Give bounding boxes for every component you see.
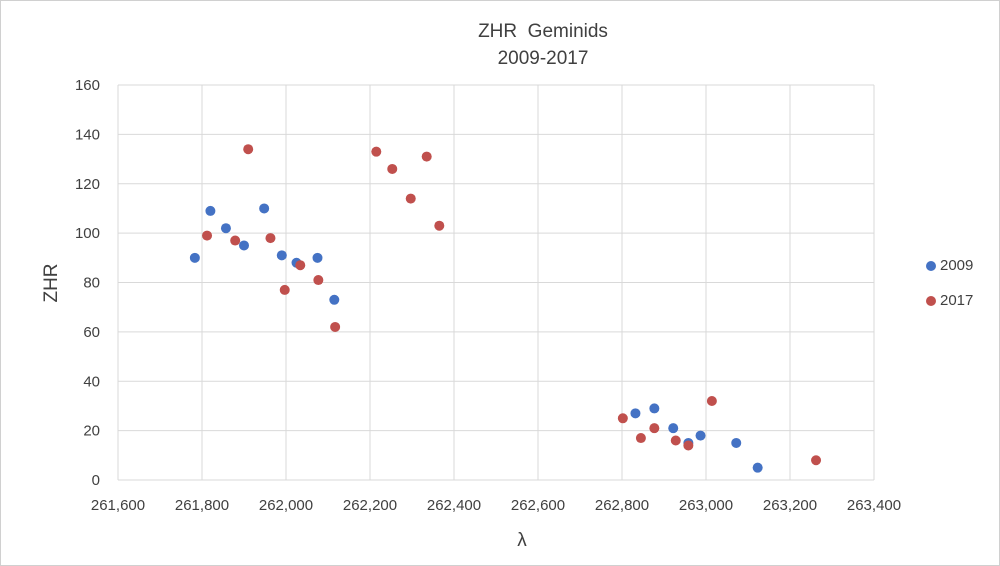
data-point-2017 xyxy=(635,433,646,444)
x-tick-label: 262,000 xyxy=(259,497,313,514)
data-point-2017 xyxy=(670,435,681,446)
chart-title-line-1: ZHR Geminids xyxy=(478,21,608,42)
data-point-2017 xyxy=(649,423,660,434)
x-tick-label: 262,200 xyxy=(343,497,397,514)
y-tick-labels: 0 20 40 60 80 100 120 140 160 xyxy=(75,77,100,489)
x-axis-label: λ xyxy=(517,530,527,551)
data-points xyxy=(189,144,822,473)
data-point-2009 xyxy=(649,403,660,414)
y-axis-label: ZHR xyxy=(41,263,62,302)
data-point-2009 xyxy=(668,423,679,434)
data-point-2017 xyxy=(295,260,306,271)
data-point-2009 xyxy=(695,430,706,441)
y-tick-label: 80 xyxy=(83,275,100,292)
x-tick-label: 263,000 xyxy=(679,497,733,514)
x-tick-label: 261,800 xyxy=(175,497,229,514)
data-point-2009 xyxy=(630,408,641,419)
data-point-2017 xyxy=(279,284,290,295)
legend: 2009 2017 xyxy=(926,257,973,309)
y-tick-label: 60 xyxy=(83,324,100,341)
data-point-2017 xyxy=(706,396,717,406)
data-point-2009 xyxy=(312,252,323,263)
data-point-2009 xyxy=(189,252,200,263)
data-point-2017 xyxy=(421,151,432,162)
data-point-2017 xyxy=(243,144,254,155)
data-point-2009 xyxy=(239,240,249,251)
x-tick-label: 263,200 xyxy=(763,497,817,514)
x-tick-label: 261,600 xyxy=(91,497,145,514)
gridlines xyxy=(117,84,875,481)
data-point-2009 xyxy=(731,437,742,448)
y-tick-label: 20 xyxy=(83,423,100,440)
data-point-2017 xyxy=(265,233,276,244)
chart-title-line-2: 2009-2017 xyxy=(498,48,589,69)
y-tick-label: 100 xyxy=(75,225,100,242)
x-tick-labels: 261,600 261,800 262,000 262,200 262,400 262,6… xyxy=(91,497,901,514)
y-tick-label: 140 xyxy=(75,126,100,143)
legend-label-2017: 2017 xyxy=(940,292,973,309)
data-point-2017 xyxy=(230,235,241,246)
y-tick-label: 40 xyxy=(83,373,100,390)
data-point-2009 xyxy=(205,205,216,216)
x-tick-label: 262,600 xyxy=(511,497,565,514)
x-tick-label: 262,800 xyxy=(595,497,649,514)
data-point-2009 xyxy=(259,203,270,214)
data-point-2017 xyxy=(330,321,341,332)
y-tick-label: 0 xyxy=(92,472,100,489)
data-point-2017 xyxy=(202,230,213,241)
data-point-2017 xyxy=(313,275,324,286)
data-point-2009 xyxy=(220,223,231,234)
data-point-2009 xyxy=(329,294,340,305)
legend-marker-2017 xyxy=(926,296,936,306)
x-tick-label: 262,400 xyxy=(427,497,481,514)
data-point-2017 xyxy=(387,163,398,174)
data-point-2017 xyxy=(434,220,445,231)
y-tick-label: 160 xyxy=(75,77,100,94)
legend-label-2009: 2009 xyxy=(940,257,973,274)
y-tick-label: 120 xyxy=(75,176,100,193)
data-point-2017 xyxy=(811,455,822,466)
data-point-2009 xyxy=(752,462,763,473)
data-point-2017 xyxy=(617,413,628,424)
x-tick-label: 263,400 xyxy=(847,497,901,514)
legend-marker-2009 xyxy=(926,261,936,271)
data-point-2009 xyxy=(276,250,287,261)
data-point-2017 xyxy=(683,440,694,451)
data-point-2017 xyxy=(405,193,416,204)
data-point-2017 xyxy=(371,146,382,157)
